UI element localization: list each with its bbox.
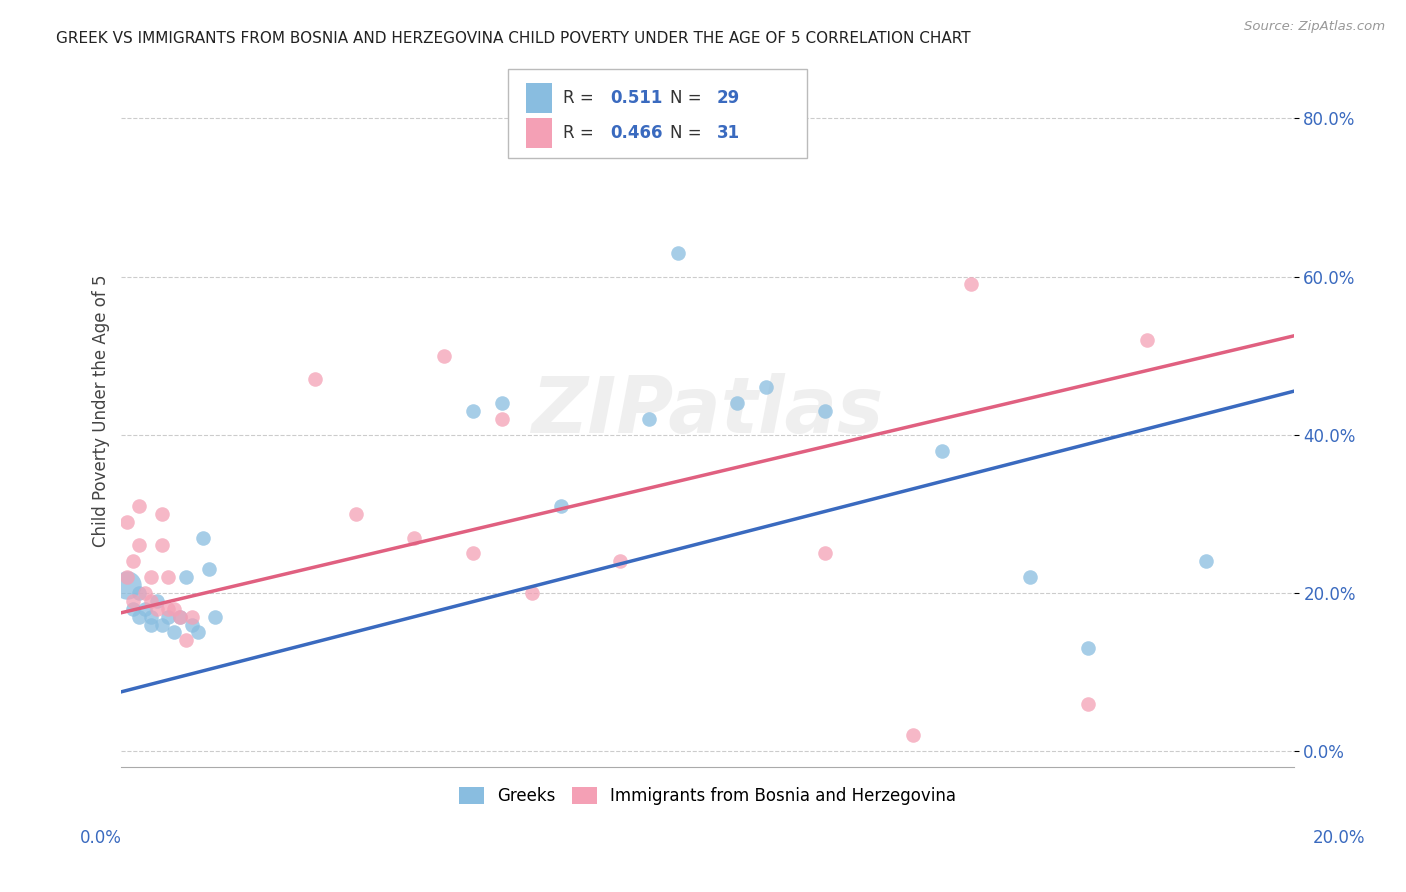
Point (666, 245, 689, 260)
Point (204, 609, 226, 624)
Point (122, 594, 145, 608)
Point (163, 601, 186, 615)
Point (152, 539, 174, 553)
Point (180, 609, 202, 624)
Text: GREEK VS IMMIGRANTS FROM BOSNIA AND HERZEGOVINA CHILD POVERTY UNDER THE AGE OF 5: GREEK VS IMMIGRANTS FROM BOSNIA AND HERZ… (56, 31, 972, 46)
Point (638, 412, 661, 426)
Point (117, 515, 139, 529)
Text: R =: R = (564, 125, 599, 143)
Point (755, 380, 778, 394)
Point (128, 539, 150, 553)
Point (433, 349, 456, 363)
Point (145, 601, 167, 615)
Text: 0.466: 0.466 (610, 125, 662, 143)
Point (163, 625, 186, 640)
Point (1077, 641, 1099, 656)
Point (1077, 697, 1099, 711)
Point (139, 570, 162, 584)
Point (1018, 570, 1040, 584)
Point (152, 617, 174, 632)
Text: Source: ZipAtlas.com: Source: ZipAtlas.com (1244, 20, 1385, 33)
Text: R =: R = (564, 89, 599, 107)
Point (550, 499, 572, 513)
Point (931, 443, 953, 458)
Point (128, 499, 150, 513)
Point (139, 617, 162, 632)
Point (157, 570, 180, 584)
Point (180, 617, 202, 632)
Point (491, 412, 513, 426)
Legend: Greeks, Immigrants from Bosnia and Herzegovina: Greeks, Immigrants from Bosnia and Herze… (451, 780, 963, 812)
Point (169, 609, 191, 624)
Point (134, 586, 156, 600)
FancyBboxPatch shape (508, 70, 807, 159)
Point (1136, 333, 1159, 347)
Point (960, 277, 983, 292)
Point (157, 609, 180, 624)
Point (117, 578, 139, 592)
Point (461, 404, 484, 418)
Point (814, 546, 837, 560)
Text: 0.0%: 0.0% (80, 830, 122, 847)
Point (145, 594, 167, 608)
Text: 0.511: 0.511 (610, 89, 662, 107)
Point (157, 601, 180, 615)
Point (139, 594, 162, 608)
Point (814, 404, 837, 418)
Text: 20.0%: 20.0% (1312, 830, 1365, 847)
Point (520, 586, 543, 600)
Point (609, 554, 631, 568)
Point (344, 507, 367, 521)
Point (461, 546, 484, 560)
Point (1195, 554, 1218, 568)
Text: N =: N = (671, 89, 707, 107)
Bar (526, 119, 551, 148)
Point (901, 728, 924, 742)
Text: ZIPatlas: ZIPatlas (531, 373, 883, 449)
Point (404, 531, 426, 545)
Point (169, 609, 191, 624)
Point (725, 396, 748, 410)
Point (491, 396, 513, 410)
Point (117, 570, 139, 584)
Y-axis label: Child Poverty Under the Age of 5: Child Poverty Under the Age of 5 (93, 275, 110, 548)
Text: N =: N = (671, 125, 707, 143)
Bar (526, 83, 551, 112)
Point (128, 609, 150, 624)
Point (193, 531, 215, 545)
Point (128, 586, 150, 600)
Point (152, 507, 174, 521)
Point (174, 633, 197, 648)
Point (122, 601, 145, 615)
Point (198, 562, 221, 576)
Point (139, 609, 162, 624)
Point (174, 570, 197, 584)
Text: 31: 31 (717, 125, 740, 143)
Point (187, 625, 209, 640)
Point (304, 372, 326, 386)
Point (134, 601, 156, 615)
Point (122, 554, 145, 568)
Text: 29: 29 (717, 89, 740, 107)
